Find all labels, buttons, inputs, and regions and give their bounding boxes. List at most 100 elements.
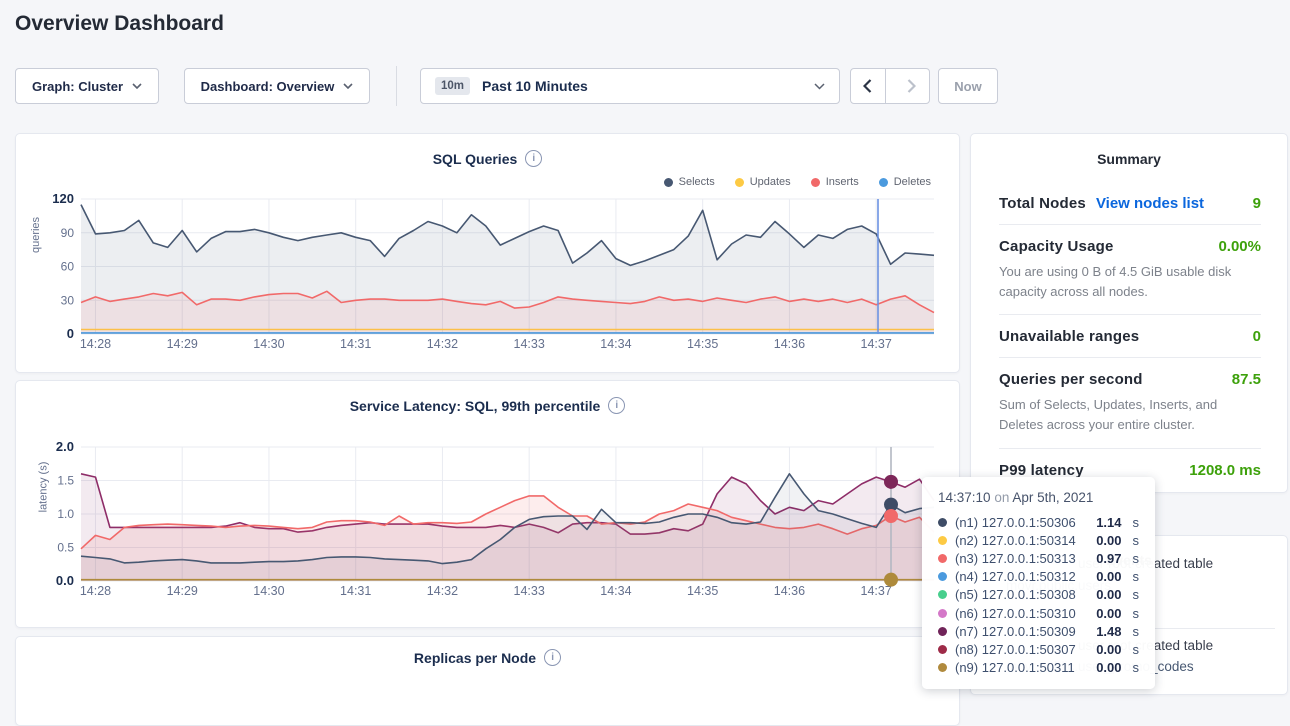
summary-row-value: 1208.0 ms xyxy=(1189,462,1261,479)
time-nav-group xyxy=(850,68,930,104)
x-tick-label: 14:37 xyxy=(861,584,892,598)
x-tick-label: 14:31 xyxy=(340,584,371,598)
chevron-left-icon xyxy=(863,79,872,93)
legend-label: Selects xyxy=(679,176,715,188)
x-tick-label: 14:34 xyxy=(600,337,631,351)
summary-row-label: Unavailable ranges xyxy=(999,328,1139,345)
info-icon[interactable]: i xyxy=(544,649,561,666)
x-tick-label: 14:35 xyxy=(687,584,718,598)
chart-title: SQL Queries xyxy=(433,151,518,167)
tooltip-row: (n9) 127.0.0.1:50311 0.00 s xyxy=(938,659,1139,677)
legend-label: Inserts xyxy=(826,176,859,188)
tooltip-node-unit: s xyxy=(1133,551,1140,566)
tooltip-node-unit: s xyxy=(1133,606,1140,621)
chart-title: Replicas per Node xyxy=(414,650,536,666)
page-title: Overview Dashboard xyxy=(15,12,224,36)
tooltip-node-label: (n3) 127.0.0.1:50313 xyxy=(955,551,1076,566)
sql-queries-panel: SQL Queries i Selects Updates Inserts Delet… xyxy=(15,133,960,373)
x-tick-label: 14:30 xyxy=(253,584,284,598)
info-icon[interactable]: i xyxy=(608,397,625,414)
info-icon[interactable]: i xyxy=(525,150,542,167)
legend-item-deletes[interactable]: Deletes xyxy=(879,176,931,188)
sql-queries-chart[interactable]: 14:2814:2914:3014:3114:3214:3314:3414:35… xyxy=(16,189,961,359)
y-tick-label: 0.0 xyxy=(56,573,74,588)
tooltip-node-label: (n9) 127.0.0.1:50311 xyxy=(955,660,1075,675)
tooltip-node-value: 0.00 xyxy=(1096,660,1121,675)
graph-dropdown-label: Graph: Cluster xyxy=(32,79,123,94)
summary-rows: Total Nodes View nodes list 9 Capacity Usag… xyxy=(999,182,1261,491)
legend-dot xyxy=(735,178,744,187)
tooltip-node-dot xyxy=(938,536,947,545)
summary-row-value: 9 xyxy=(1253,195,1261,212)
y-tick-label: 0.5 xyxy=(57,541,74,555)
tooltip-node-dot xyxy=(938,609,947,618)
summary-row-label: Queries per second xyxy=(999,371,1143,388)
tooltip-node-dot xyxy=(938,572,947,581)
hover-dot xyxy=(884,475,898,489)
tooltip-node-unit: s xyxy=(1133,660,1140,675)
x-tick-label: 14:29 xyxy=(167,337,198,351)
tooltip-node-value: 0.00 xyxy=(1096,569,1121,584)
summary-row: Unavailable ranges0 xyxy=(999,315,1261,358)
summary-row: Capacity Usage 0.00% You are using 0 B of … xyxy=(999,225,1261,315)
summary-row: Total Nodes View nodes list 9 xyxy=(999,182,1261,225)
tooltip-node-label: (n1) 127.0.0.1:50306 xyxy=(955,515,1076,530)
tooltip-node-value: 1.14 xyxy=(1096,515,1121,530)
next-button[interactable] xyxy=(895,69,929,103)
chevron-down-icon xyxy=(343,83,353,89)
now-button[interactable]: Now xyxy=(938,68,998,104)
time-range-label: Past 10 Minutes xyxy=(482,78,588,94)
dashboard-dropdown[interactable]: Dashboard: Overview xyxy=(184,68,370,104)
tooltip-node-label: (n6) 127.0.0.1:50310 xyxy=(955,606,1076,621)
dashboard-dropdown-label: Dashboard: Overview xyxy=(201,79,335,94)
chart-legend: Selects Updates Inserts Deletes xyxy=(664,176,931,188)
tooltip-node-label: (n7) 127.0.0.1:50309 xyxy=(955,624,1076,639)
tooltip-node-value: 0.00 xyxy=(1096,606,1121,621)
tooltip-node-unit: s xyxy=(1133,587,1140,602)
legend-dot xyxy=(664,178,673,187)
tooltip-rows: (n1) 127.0.0.1:50306 1.14 s (n2) 127.0.0.1:… xyxy=(938,513,1139,677)
x-tick-label: 14:34 xyxy=(600,584,631,598)
tooltip-node-value: 0.00 xyxy=(1096,587,1121,602)
time-range-select[interactable]: 10m Past 10 Minutes xyxy=(420,68,840,104)
tooltip-node-label: (n5) 127.0.0.1:50308 xyxy=(955,587,1076,602)
tooltip-node-unit: s xyxy=(1133,569,1140,584)
summary-row-description: You are using 0 B of 4.5 GiB usable disk… xyxy=(999,262,1261,302)
tooltip-node-unit: s xyxy=(1133,515,1140,530)
tooltip-node-label: (n2) 127.0.0.1:50314 xyxy=(955,533,1076,548)
legend-item-updates[interactable]: Updates xyxy=(735,176,791,188)
service-latency-chart[interactable]: 14:2814:2914:3014:3114:3214:3314:3414:35… xyxy=(16,437,961,609)
x-tick-label: 14:37 xyxy=(861,337,892,351)
tooltip-node-unit: s xyxy=(1133,533,1140,548)
legend-dot xyxy=(811,178,820,187)
time-range-badge: 10m xyxy=(435,77,470,95)
summary-row-value: 0.00% xyxy=(1218,238,1261,255)
header-divider xyxy=(396,66,397,106)
tooltip-node-value: 0.00 xyxy=(1096,642,1121,657)
tooltip-node-dot xyxy=(938,590,947,599)
x-tick-label: 14:36 xyxy=(774,584,805,598)
graph-dropdown[interactable]: Graph: Cluster xyxy=(15,68,159,104)
view-nodes-link[interactable]: View nodes list xyxy=(1096,195,1204,212)
summary-row-label: Total Nodes xyxy=(999,195,1086,212)
summary-row-label: Capacity Usage xyxy=(999,238,1114,255)
y-tick-label: 2.0 xyxy=(56,439,74,454)
prev-button[interactable] xyxy=(851,69,886,103)
tooltip-row: (n3) 127.0.0.1:503130.97s xyxy=(938,549,1139,567)
summary-row-value: 87.5 xyxy=(1232,371,1261,388)
tooltip-node-value: 1.48 xyxy=(1096,624,1121,639)
legend-item-selects[interactable]: Selects xyxy=(664,176,715,188)
x-tick-label: 14:35 xyxy=(687,337,718,351)
x-tick-label: 14:29 xyxy=(167,584,198,598)
y-tick-label: 30 xyxy=(61,293,75,307)
hover-dot xyxy=(884,509,898,523)
tooltip-node-dot xyxy=(938,518,947,527)
legend-item-inserts[interactable]: Inserts xyxy=(811,176,859,188)
tooltip-node-unit: s xyxy=(1133,642,1140,657)
tooltip-row: (n8) 127.0.0.1:503070.00s xyxy=(938,640,1139,658)
tooltip-node-unit: s xyxy=(1133,624,1140,639)
chart-hover-tooltip: 14:37:10 on Apr 5th, 2021 (n1) 127.0.0.1… xyxy=(922,477,1155,689)
tooltip-node-dot xyxy=(938,663,947,672)
x-tick-label: 14:32 xyxy=(427,337,458,351)
chevron-down-icon xyxy=(814,83,825,90)
